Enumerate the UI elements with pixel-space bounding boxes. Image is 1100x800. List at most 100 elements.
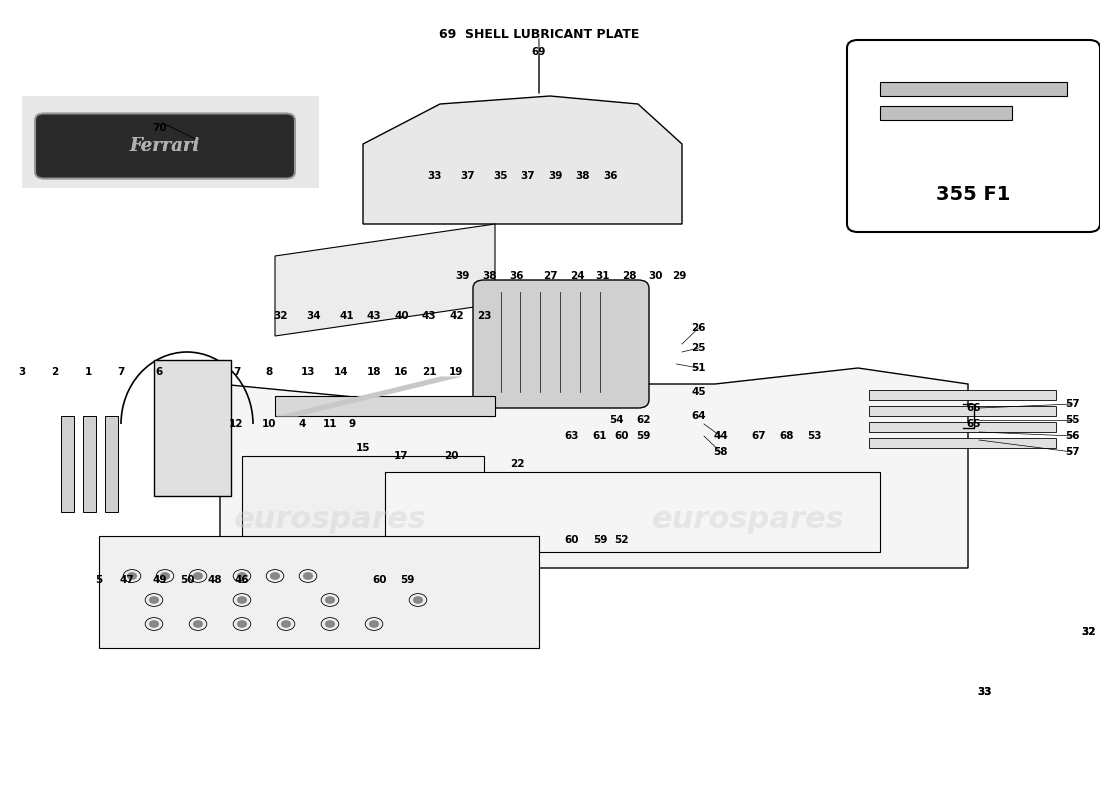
Bar (275, 396, 495, 416)
Text: 44: 44 (713, 431, 728, 441)
Text: 18: 18 (366, 367, 382, 377)
Text: eurospares: eurospares (233, 506, 427, 534)
Text: 4: 4 (299, 419, 306, 429)
Circle shape (370, 621, 378, 627)
Bar (60, 416, 74, 512)
Text: 13: 13 (300, 367, 316, 377)
Text: 33: 33 (427, 171, 442, 181)
Text: 355 F1: 355 F1 (936, 185, 1011, 204)
FancyBboxPatch shape (473, 280, 649, 408)
Text: 12: 12 (229, 419, 244, 429)
Text: 33: 33 (977, 687, 992, 697)
Text: 48: 48 (207, 575, 222, 585)
Text: 41: 41 (339, 311, 354, 321)
Text: 36: 36 (603, 171, 618, 181)
Text: 58: 58 (713, 447, 728, 457)
Text: 33: 33 (977, 687, 992, 697)
Text: 60: 60 (372, 575, 387, 585)
Text: 14: 14 (333, 367, 349, 377)
Text: 32: 32 (273, 311, 288, 321)
Text: 51: 51 (691, 363, 706, 373)
Text: 65: 65 (966, 419, 981, 429)
Text: 20: 20 (443, 451, 459, 461)
Text: 62: 62 (636, 415, 651, 425)
Bar (880, 106, 1012, 120)
Circle shape (238, 573, 246, 579)
Text: eurospares: eurospares (651, 506, 845, 534)
FancyBboxPatch shape (35, 114, 295, 178)
Text: 38: 38 (482, 271, 497, 281)
Text: 46: 46 (234, 575, 250, 585)
FancyBboxPatch shape (35, 114, 295, 178)
Bar (869, 390, 1056, 400)
Circle shape (326, 597, 334, 603)
Polygon shape (275, 224, 495, 336)
Text: 59: 59 (593, 535, 608, 545)
Text: 66: 66 (966, 403, 981, 413)
Text: 30: 30 (648, 271, 663, 281)
Circle shape (304, 573, 312, 579)
Text: 26: 26 (691, 323, 706, 333)
Text: 2: 2 (52, 367, 58, 377)
Circle shape (194, 573, 202, 579)
Text: 39: 39 (454, 271, 470, 281)
Text: 19: 19 (449, 367, 464, 377)
Text: 69  SHELL LUBRICANT PLATE: 69 SHELL LUBRICANT PLATE (439, 28, 639, 41)
Text: 17: 17 (394, 451, 409, 461)
Text: 29: 29 (672, 271, 688, 281)
Text: 70: 70 (152, 123, 167, 133)
Text: 15: 15 (355, 443, 371, 453)
Text: 61: 61 (592, 431, 607, 441)
Text: 68: 68 (779, 431, 794, 441)
Circle shape (326, 621, 334, 627)
Text: 69: 69 (531, 47, 547, 57)
Text: 49: 49 (152, 575, 167, 585)
Circle shape (194, 621, 202, 627)
FancyBboxPatch shape (847, 40, 1100, 232)
Text: 32: 32 (1081, 627, 1097, 637)
Bar (869, 422, 1056, 432)
Circle shape (282, 621, 290, 627)
Text: 53: 53 (806, 431, 822, 441)
Text: 60: 60 (564, 535, 580, 545)
Circle shape (150, 597, 158, 603)
Polygon shape (363, 96, 682, 224)
Bar (242, 456, 484, 552)
Text: 60: 60 (614, 431, 629, 441)
Text: 10: 10 (262, 419, 277, 429)
Circle shape (414, 597, 422, 603)
Text: 47: 47 (119, 575, 134, 585)
Text: 52: 52 (614, 535, 629, 545)
Text: 34: 34 (306, 311, 321, 321)
Text: 31: 31 (595, 271, 610, 281)
Text: 54: 54 (608, 415, 624, 425)
Circle shape (128, 573, 136, 579)
Circle shape (238, 621, 246, 627)
Circle shape (271, 573, 279, 579)
Text: 3: 3 (19, 367, 25, 377)
Polygon shape (220, 368, 968, 568)
Text: 32: 32 (1081, 627, 1097, 637)
Bar (99, 536, 539, 648)
Text: 67: 67 (751, 431, 767, 441)
Circle shape (238, 597, 246, 603)
Text: 43: 43 (421, 311, 437, 321)
Circle shape (161, 573, 169, 579)
Text: 9: 9 (349, 419, 355, 429)
Text: 1: 1 (85, 367, 91, 377)
Text: 21: 21 (421, 367, 437, 377)
Text: 6: 6 (156, 367, 163, 377)
Text: 59: 59 (636, 431, 651, 441)
Text: 37: 37 (460, 171, 475, 181)
Text: 57: 57 (1065, 399, 1080, 409)
Text: 38: 38 (575, 171, 591, 181)
Text: 45: 45 (691, 387, 706, 397)
Text: 22: 22 (509, 459, 525, 469)
Text: 57: 57 (1065, 447, 1080, 457)
Text: 16: 16 (394, 367, 409, 377)
Text: 39: 39 (548, 171, 563, 181)
Text: 8: 8 (266, 367, 273, 377)
Bar (104, 416, 118, 512)
Text: 28: 28 (621, 271, 637, 281)
Text: 56: 56 (1065, 431, 1080, 441)
